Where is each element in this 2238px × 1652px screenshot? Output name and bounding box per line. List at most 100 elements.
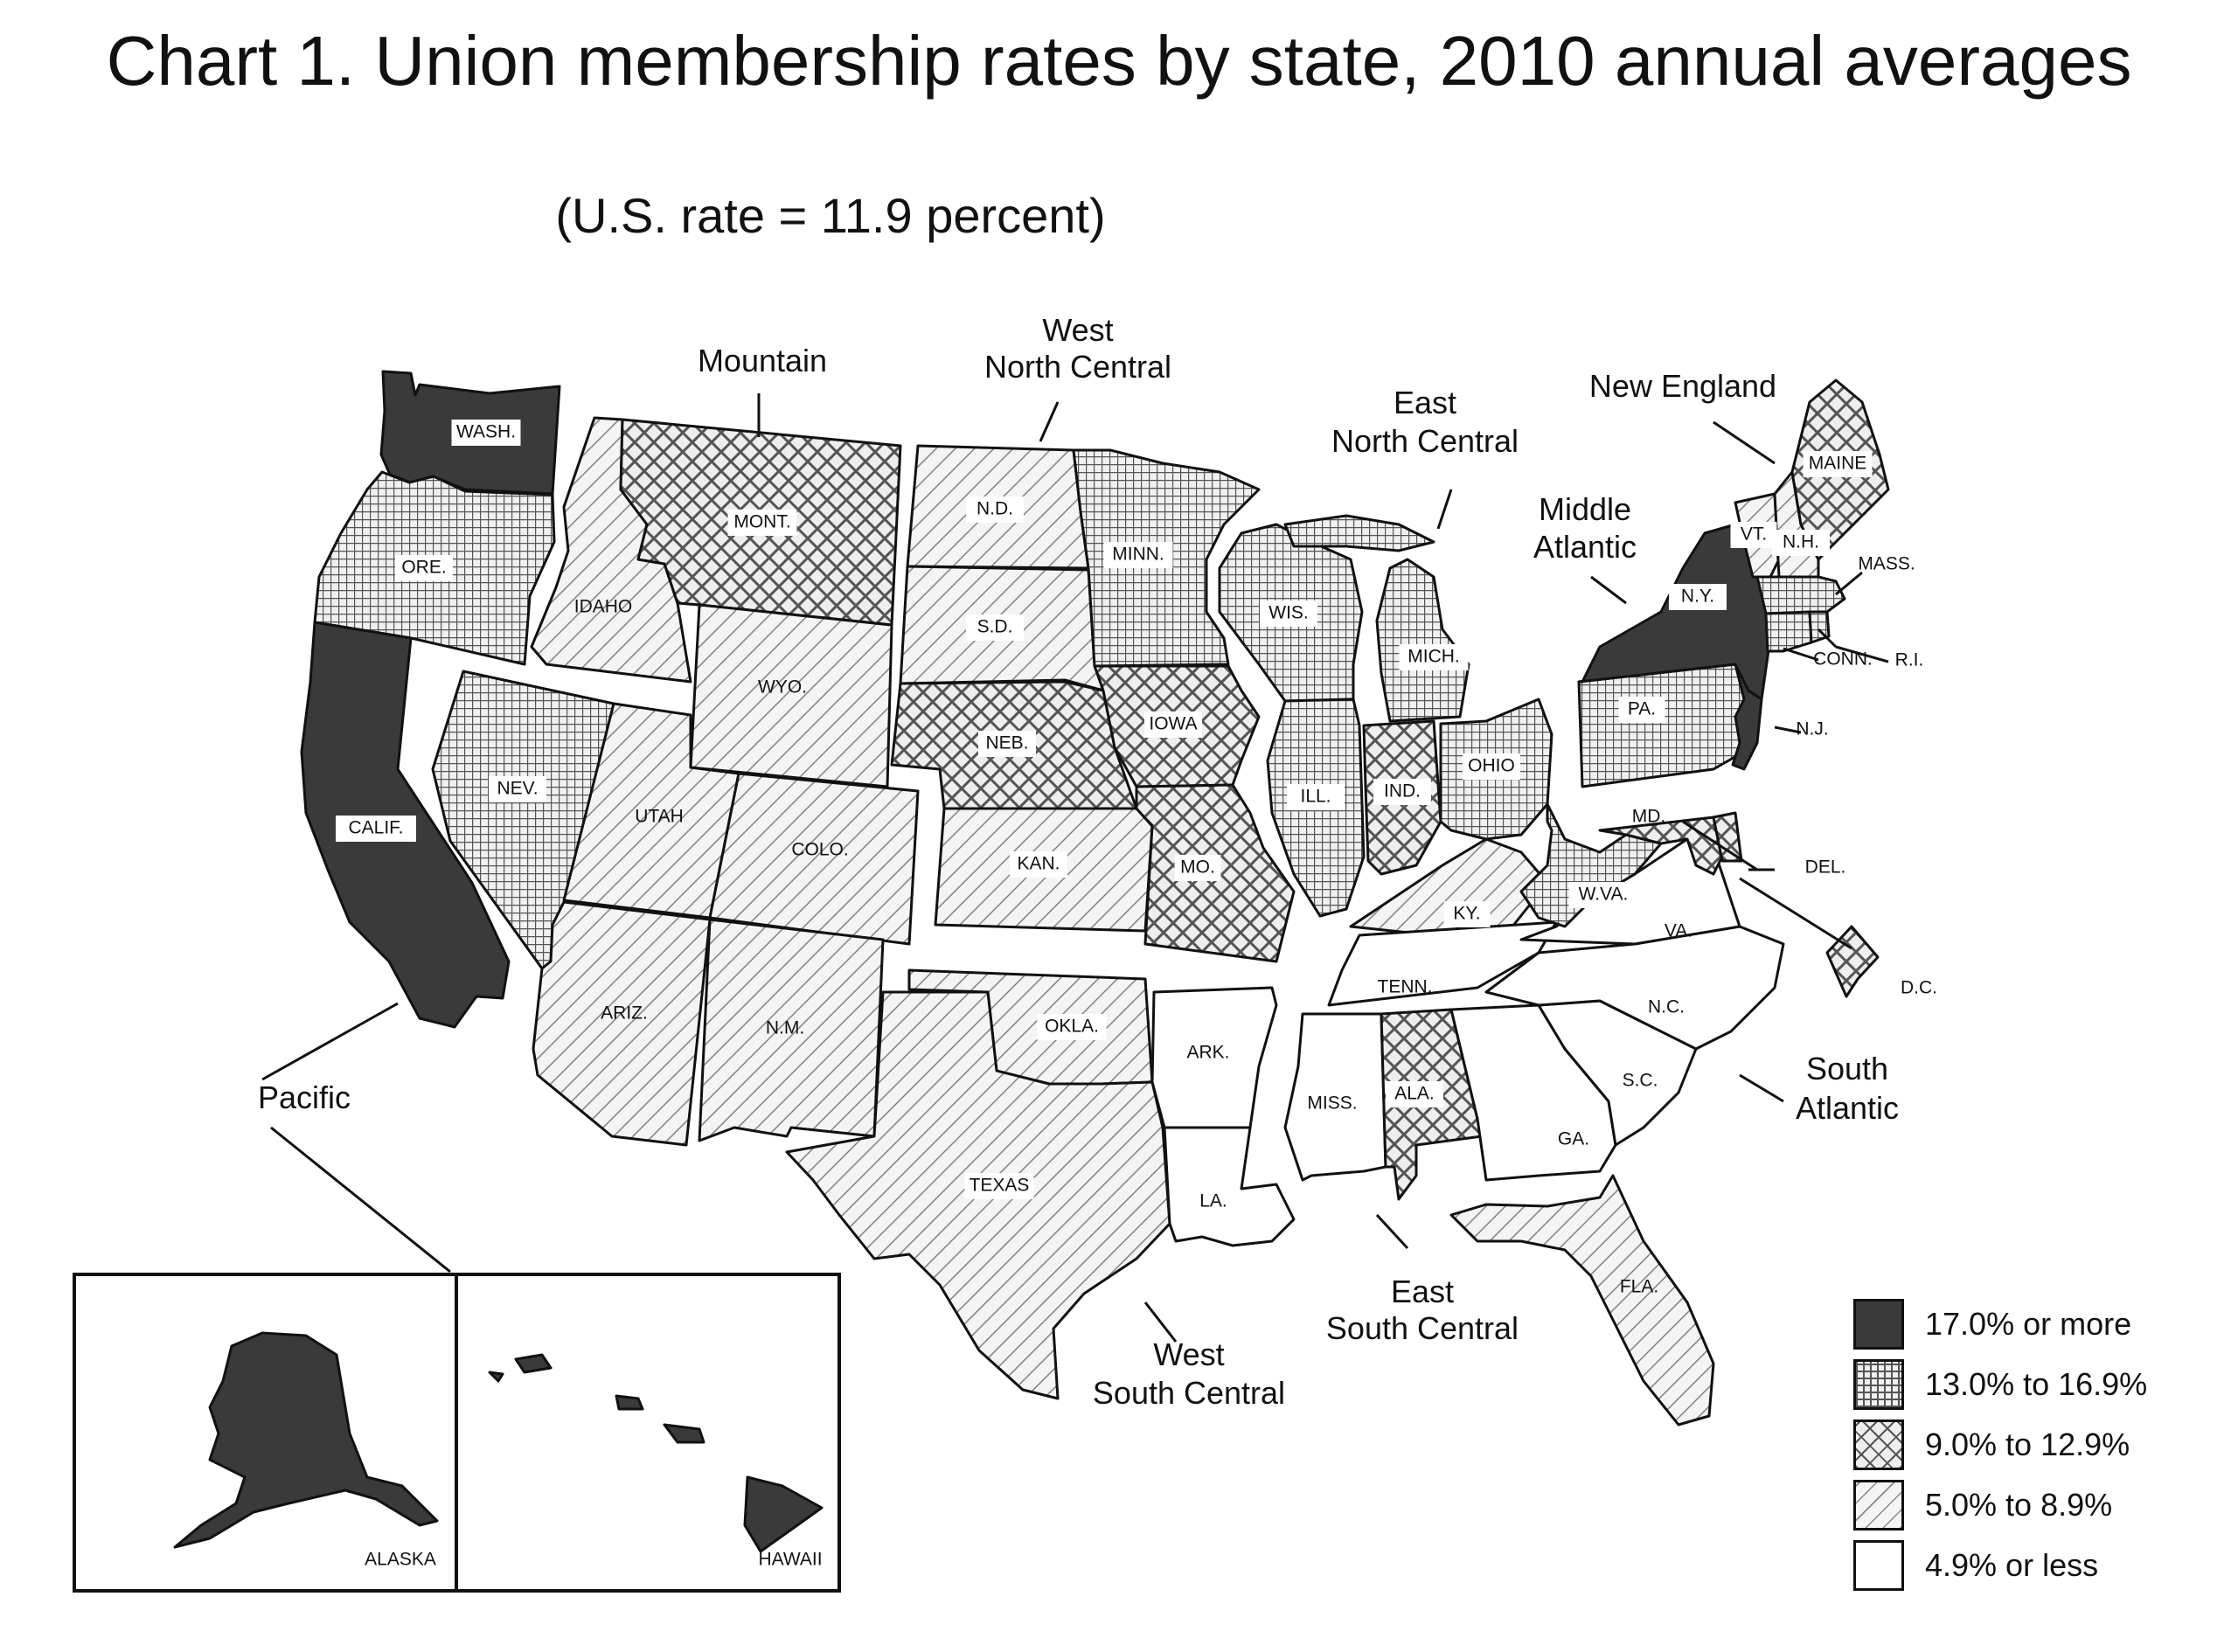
state-label-bg-ill — [1287, 784, 1345, 810]
state-label-iowa: IOWA — [1149, 714, 1197, 734]
region-label-sa-1: South — [1806, 1051, 1888, 1086]
state-label-md: MD. — [1632, 807, 1666, 827]
state-label-ohio: OHIO — [1468, 756, 1515, 776]
state-colo — [708, 772, 920, 946]
legend-item-c1: 17.0% or more — [1853, 1299, 2221, 1353]
state-label-bg-mo — [1174, 855, 1221, 881]
region-label-enc-1: East — [1394, 385, 1456, 420]
state-label-nev: NEV. — [497, 779, 538, 799]
legend-label: 5.0% to 8.9% — [1925, 1487, 2113, 1523]
chart-title: Chart 1. Union membership rates by state… — [106, 22, 2132, 100]
region-label-ma-2: Atlantic — [1533, 529, 1637, 565]
state-label-dc: D.C. — [1901, 978, 1937, 998]
state-label-utah: UTAH — [635, 807, 684, 827]
legend-item-c2: 13.0% to 16.9% — [1853, 1359, 2221, 1413]
state-label-del: DEL. — [1805, 857, 1846, 878]
state-label-bg-pa — [1618, 697, 1665, 723]
state-label-pa: PA. — [1628, 699, 1656, 719]
state-label-bg-ky — [1443, 901, 1491, 927]
state-label-bg-maine — [1803, 451, 1873, 477]
region-label-wnc-2: North Central — [984, 349, 1171, 385]
region-label-ne: New England — [1589, 368, 1776, 404]
state-ark — [1150, 986, 1278, 1129]
state-label-bg-vt — [1730, 522, 1777, 548]
legend-swatch — [1853, 1480, 1904, 1531]
state-label-bg-kan — [1010, 851, 1067, 878]
state-label-bg-iowa — [1144, 711, 1202, 738]
state-label-neb: NEB. — [985, 733, 1028, 753]
legend-swatch — [1853, 1419, 1904, 1470]
state-label-miss: MISS. — [1307, 1093, 1357, 1114]
state-dc — [1825, 925, 1880, 998]
state-ariz — [532, 900, 712, 1147]
legend-label: 9.0% to 12.9% — [1925, 1426, 2130, 1462]
region-label-pacific: Pacific — [258, 1079, 351, 1115]
state-label-kan: KAN. — [1017, 854, 1060, 874]
state-label-bg-wash — [451, 420, 521, 446]
region-label-mountain: Mountain — [698, 343, 827, 378]
state-label-bg-wis — [1260, 600, 1317, 627]
state-label-ri: R.I. — [1895, 650, 1924, 670]
state-conn — [1764, 610, 1813, 653]
state-label-wis: WIS. — [1268, 603, 1309, 623]
state-label-bg-ore — [395, 555, 453, 581]
legend-swatch — [1853, 1359, 1904, 1410]
state-label-ariz: ARIZ. — [601, 1003, 648, 1024]
chart-subtitle: (U.S. rate = 11.9 percent) — [555, 188, 1106, 243]
legend-label: 17.0% or more — [1925, 1306, 2132, 1342]
state-label-nh: N.H. — [1783, 532, 1819, 552]
legend-label: 13.0% to 16.9% — [1925, 1366, 2148, 1402]
state-label-maine: MAINE — [1809, 454, 1867, 474]
state-label-bg-nev — [489, 776, 546, 802]
state-label-ky: KY. — [1453, 904, 1480, 924]
state-label-conn: CONN. — [1813, 649, 1873, 670]
state-label-sc: S.C. — [1623, 1071, 1658, 1091]
state-label-bg-okla — [1037, 1014, 1107, 1040]
state-label-bg-neb — [978, 731, 1036, 757]
state-label-bg-nd — [966, 496, 1024, 523]
region-label-esc-1: East — [1391, 1274, 1454, 1309]
state-label-bg-texas — [964, 1173, 1034, 1199]
state-label-mass: MASS. — [1858, 554, 1915, 574]
state-label-bg-wva — [1568, 882, 1638, 908]
state-label-nj: N.J. — [1796, 719, 1828, 739]
state-label-vt: VT. — [1741, 524, 1767, 545]
state-label-bg-nh — [1772, 530, 1830, 556]
state-label-mont: MONT. — [733, 512, 790, 532]
state-label-bg-mont — [727, 510, 797, 536]
state-fla — [1449, 1174, 1715, 1426]
state-label-wva: W.VA. — [1579, 885, 1629, 905]
state-label-fla: FLA. — [1620, 1277, 1658, 1297]
state-alaska — [173, 1331, 439, 1549]
state-label-bg-ohio — [1463, 753, 1520, 780]
state-wyo — [689, 603, 893, 788]
state-label-hawaii: HAWAII — [758, 1550, 822, 1570]
region-label-sa-2: Atlantic — [1796, 1090, 1899, 1126]
state-nm — [698, 918, 885, 1142]
state-hawaii — [488, 1353, 824, 1553]
state-pa — [1577, 663, 1755, 788]
state-label-idaho: IDAHO — [574, 597, 633, 617]
state-label-nm: N.M. — [766, 1018, 804, 1038]
state-label-minn: MINN. — [1112, 545, 1164, 565]
state-label-calif: CALIF. — [348, 818, 403, 838]
state-label-bg-mich — [1399, 644, 1469, 670]
legend-swatch — [1853, 1540, 1904, 1591]
state-label-colo: COLO. — [791, 840, 848, 860]
legend-item-c5: 4.9% or less — [1853, 1540, 2221, 1594]
state-label-ill: ILL. — [1300, 787, 1331, 807]
state-label-wash: WASH. — [456, 422, 516, 442]
state-label-ind: IND. — [1384, 781, 1421, 802]
state-label-tenn: TENN. — [1378, 977, 1433, 997]
state-label-okla: OKLA. — [1045, 1017, 1099, 1037]
region-label-wsc-1: West — [1153, 1336, 1224, 1372]
region-label-wsc-2: South Central — [1093, 1375, 1285, 1411]
state-label-bg-minn — [1103, 542, 1173, 568]
region-label-esc-2: South Central — [1326, 1310, 1519, 1346]
region-label-wnc-1: West — [1042, 312, 1113, 348]
state-label-bg-ind — [1373, 779, 1431, 805]
state-label-alaska: ALASKA — [365, 1550, 436, 1570]
state-label-wyo: WYO. — [758, 677, 807, 698]
state-label-ga: GA. — [1558, 1129, 1589, 1149]
state-label-nc: N.C. — [1648, 997, 1685, 1017]
